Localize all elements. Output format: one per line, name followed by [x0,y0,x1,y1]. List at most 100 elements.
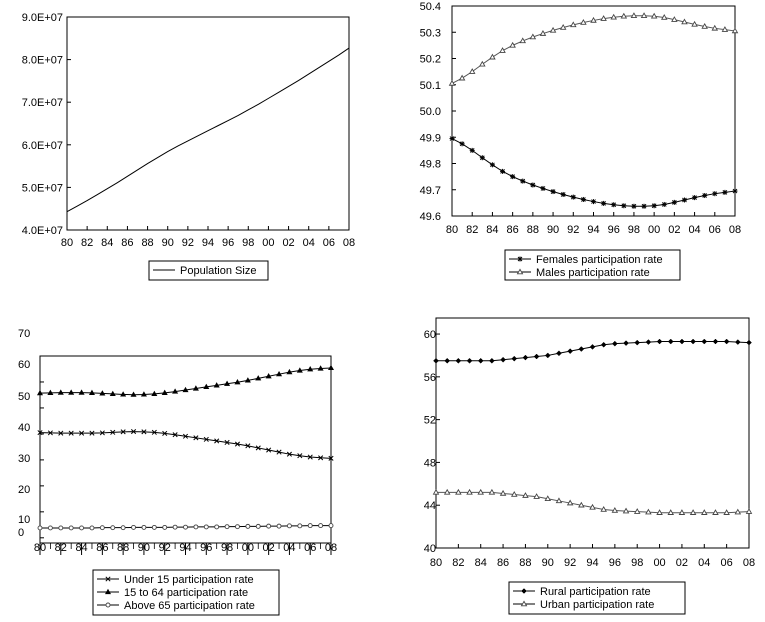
data-point [213,382,220,388]
data-point [701,338,708,345]
series-2 [36,364,335,397]
series-1 [66,47,350,213]
data-point [79,525,85,531]
data-point [276,449,282,455]
data-point [255,445,261,451]
data-point [307,523,313,529]
legend-marker-1 [521,588,527,594]
data-point [466,357,473,364]
x-tick-label: 98 [242,237,254,249]
data-point [570,21,577,28]
data-point [650,12,658,19]
data-point [328,455,334,461]
data-point [712,509,719,515]
data-point [610,13,617,20]
data-point [234,379,241,385]
data-point [600,341,607,348]
legend-label-2: 15 to 64 participation rate [124,587,248,599]
data-point [183,524,188,530]
data-point [533,353,540,360]
data-point [589,503,596,510]
x-tick-label: 08 [729,224,741,236]
data-point [529,33,537,40]
y-tick-label: 49.7 [420,185,441,197]
x-tick-label: 90 [162,237,174,249]
data-point [203,524,209,530]
data-point [734,508,742,515]
data-point [656,338,663,345]
data-point [297,523,303,529]
data-point [489,162,495,168]
data-point [78,389,85,395]
data-point [433,357,439,364]
legend-label-3: Above 65 participation rate [124,600,255,612]
legend-label-2: Urban participation rate [540,599,654,611]
data-point [172,432,178,438]
x-tick-label: 00 [262,237,274,249]
data-point [519,37,527,44]
data-point [99,390,106,396]
x-tick-label: 96 [609,557,621,569]
data-point [578,346,585,352]
data-point [489,357,495,364]
data-point [328,523,334,529]
data-point [110,429,116,435]
data-point [560,191,566,197]
data-point [182,433,189,439]
data-point [120,429,126,435]
data-point [522,354,529,361]
data-point [633,508,641,514]
data-point [556,350,562,357]
legend-marker-1 [517,256,523,262]
x-tick-label: 06 [323,237,335,249]
legend-marker-3 [105,602,111,608]
x-tick-label: 82 [81,237,93,249]
data-point [511,355,518,362]
data-point [712,191,718,197]
y-tick-label: 10 [18,514,30,526]
data-point [702,193,708,199]
data-point [544,495,552,502]
data-point [151,524,157,530]
y-tick-label: 50.4 [420,1,441,13]
plot-frame [66,16,350,231]
x-tick-label: 00 [653,557,665,569]
data-point [681,18,688,25]
x-tick-label: 82 [452,557,464,569]
data-point [611,202,617,208]
data-point [68,389,75,395]
data-point [634,339,641,346]
data-point [520,178,526,184]
data-point [172,524,178,530]
data-point [488,488,496,495]
x-tick-label: 92 [567,224,579,236]
data-point [47,430,53,436]
x-tick-label: 80 [446,224,458,236]
x-tick-label: 92 [182,237,194,249]
y-tick-label: 44 [424,500,436,512]
y-tick-label: 70 [18,328,30,340]
data-point [623,340,629,346]
series-2 [448,12,739,86]
data-point [443,488,451,495]
data-point [244,377,251,383]
data-point [500,356,506,363]
data-point [600,15,607,21]
data-point [203,436,209,442]
data-point [161,389,168,395]
legend-label-2: Males participation rate [536,267,650,279]
x-tick-label: 04 [688,224,700,236]
data-point [559,24,567,30]
legend-box [92,569,280,616]
data-point [578,501,585,508]
data-point [36,389,44,396]
data-point [458,74,466,81]
data-point [479,155,485,161]
data-point [689,509,697,515]
data-point [89,525,95,531]
data-point [722,189,728,195]
data-point [499,489,507,496]
x-tick-label: 98 [631,557,643,569]
data-point [679,338,685,345]
x-tick-label: 94 [587,224,599,236]
